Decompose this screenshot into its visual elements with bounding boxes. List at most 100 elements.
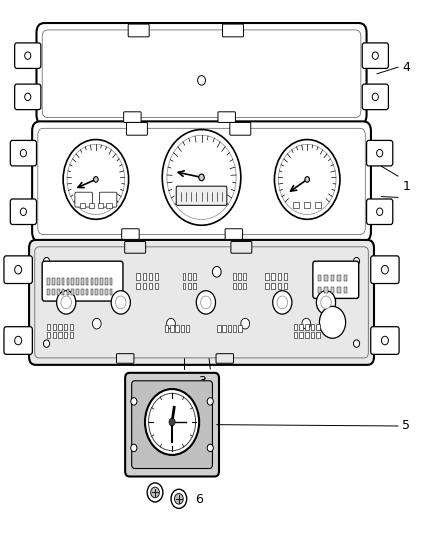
FancyBboxPatch shape [265, 283, 269, 289]
FancyBboxPatch shape [272, 283, 275, 289]
FancyBboxPatch shape [218, 112, 235, 123]
Circle shape [25, 93, 31, 101]
FancyBboxPatch shape [149, 273, 152, 280]
FancyBboxPatch shape [76, 289, 79, 295]
FancyBboxPatch shape [316, 333, 320, 338]
FancyBboxPatch shape [47, 325, 50, 330]
Circle shape [316, 290, 336, 314]
FancyBboxPatch shape [32, 122, 371, 241]
FancyBboxPatch shape [143, 283, 146, 289]
FancyBboxPatch shape [238, 273, 241, 280]
FancyBboxPatch shape [233, 283, 236, 289]
FancyBboxPatch shape [284, 273, 287, 280]
FancyBboxPatch shape [110, 278, 113, 285]
FancyBboxPatch shape [100, 289, 103, 295]
FancyBboxPatch shape [124, 112, 141, 123]
FancyBboxPatch shape [367, 140, 393, 166]
FancyBboxPatch shape [125, 241, 146, 253]
Circle shape [305, 176, 310, 182]
Circle shape [25, 52, 31, 59]
FancyBboxPatch shape [64, 333, 67, 338]
FancyBboxPatch shape [86, 278, 88, 285]
FancyBboxPatch shape [110, 289, 113, 295]
Circle shape [273, 290, 292, 314]
FancyBboxPatch shape [81, 289, 84, 295]
FancyBboxPatch shape [244, 283, 246, 289]
FancyBboxPatch shape [315, 202, 321, 208]
Circle shape [43, 340, 49, 348]
FancyBboxPatch shape [125, 373, 219, 477]
FancyBboxPatch shape [238, 283, 241, 289]
FancyBboxPatch shape [155, 283, 158, 289]
FancyBboxPatch shape [337, 287, 341, 293]
FancyBboxPatch shape [62, 289, 64, 295]
FancyBboxPatch shape [137, 283, 140, 289]
Circle shape [92, 318, 101, 329]
Circle shape [169, 418, 175, 426]
Circle shape [94, 176, 98, 182]
FancyBboxPatch shape [362, 43, 389, 68]
FancyBboxPatch shape [47, 333, 50, 338]
FancyBboxPatch shape [106, 203, 112, 208]
FancyBboxPatch shape [313, 261, 359, 298]
Circle shape [353, 257, 360, 265]
FancyBboxPatch shape [193, 273, 196, 280]
FancyBboxPatch shape [71, 289, 74, 295]
FancyBboxPatch shape [371, 256, 399, 284]
FancyBboxPatch shape [53, 325, 56, 330]
Circle shape [353, 340, 360, 348]
FancyBboxPatch shape [105, 278, 108, 285]
FancyBboxPatch shape [4, 256, 32, 284]
Circle shape [372, 52, 378, 59]
FancyBboxPatch shape [137, 273, 140, 280]
FancyBboxPatch shape [324, 275, 328, 281]
FancyBboxPatch shape [14, 43, 41, 68]
FancyBboxPatch shape [233, 325, 237, 333]
Circle shape [20, 208, 26, 215]
FancyBboxPatch shape [293, 202, 299, 208]
FancyBboxPatch shape [100, 278, 103, 285]
FancyBboxPatch shape [188, 273, 191, 280]
Circle shape [196, 290, 215, 314]
Circle shape [207, 398, 213, 405]
FancyBboxPatch shape [299, 325, 303, 330]
FancyBboxPatch shape [183, 283, 185, 289]
FancyBboxPatch shape [52, 278, 55, 285]
Circle shape [381, 336, 389, 345]
FancyBboxPatch shape [175, 325, 179, 333]
FancyBboxPatch shape [52, 289, 55, 295]
Circle shape [201, 296, 211, 309]
FancyBboxPatch shape [244, 273, 246, 280]
FancyBboxPatch shape [155, 273, 158, 280]
Text: 6: 6 [195, 493, 203, 506]
Circle shape [174, 494, 183, 504]
FancyBboxPatch shape [193, 283, 196, 289]
Circle shape [377, 208, 383, 215]
FancyBboxPatch shape [57, 278, 60, 285]
Circle shape [207, 444, 213, 451]
FancyBboxPatch shape [42, 30, 361, 118]
FancyBboxPatch shape [225, 229, 243, 239]
FancyBboxPatch shape [132, 381, 212, 469]
FancyBboxPatch shape [99, 192, 117, 207]
Text: 4: 4 [403, 61, 410, 74]
FancyBboxPatch shape [299, 333, 303, 338]
FancyBboxPatch shape [58, 333, 62, 338]
Circle shape [167, 135, 236, 220]
FancyBboxPatch shape [304, 202, 310, 208]
Circle shape [147, 483, 163, 502]
FancyBboxPatch shape [231, 241, 252, 253]
Circle shape [275, 140, 340, 219]
FancyBboxPatch shape [337, 275, 341, 281]
FancyBboxPatch shape [238, 325, 242, 333]
FancyBboxPatch shape [305, 325, 308, 330]
FancyBboxPatch shape [293, 325, 297, 330]
Circle shape [171, 489, 187, 508]
Circle shape [43, 257, 49, 265]
FancyBboxPatch shape [57, 289, 60, 295]
Circle shape [302, 318, 311, 329]
Circle shape [319, 306, 346, 338]
Circle shape [377, 149, 383, 157]
FancyBboxPatch shape [81, 278, 84, 285]
FancyBboxPatch shape [265, 273, 269, 280]
